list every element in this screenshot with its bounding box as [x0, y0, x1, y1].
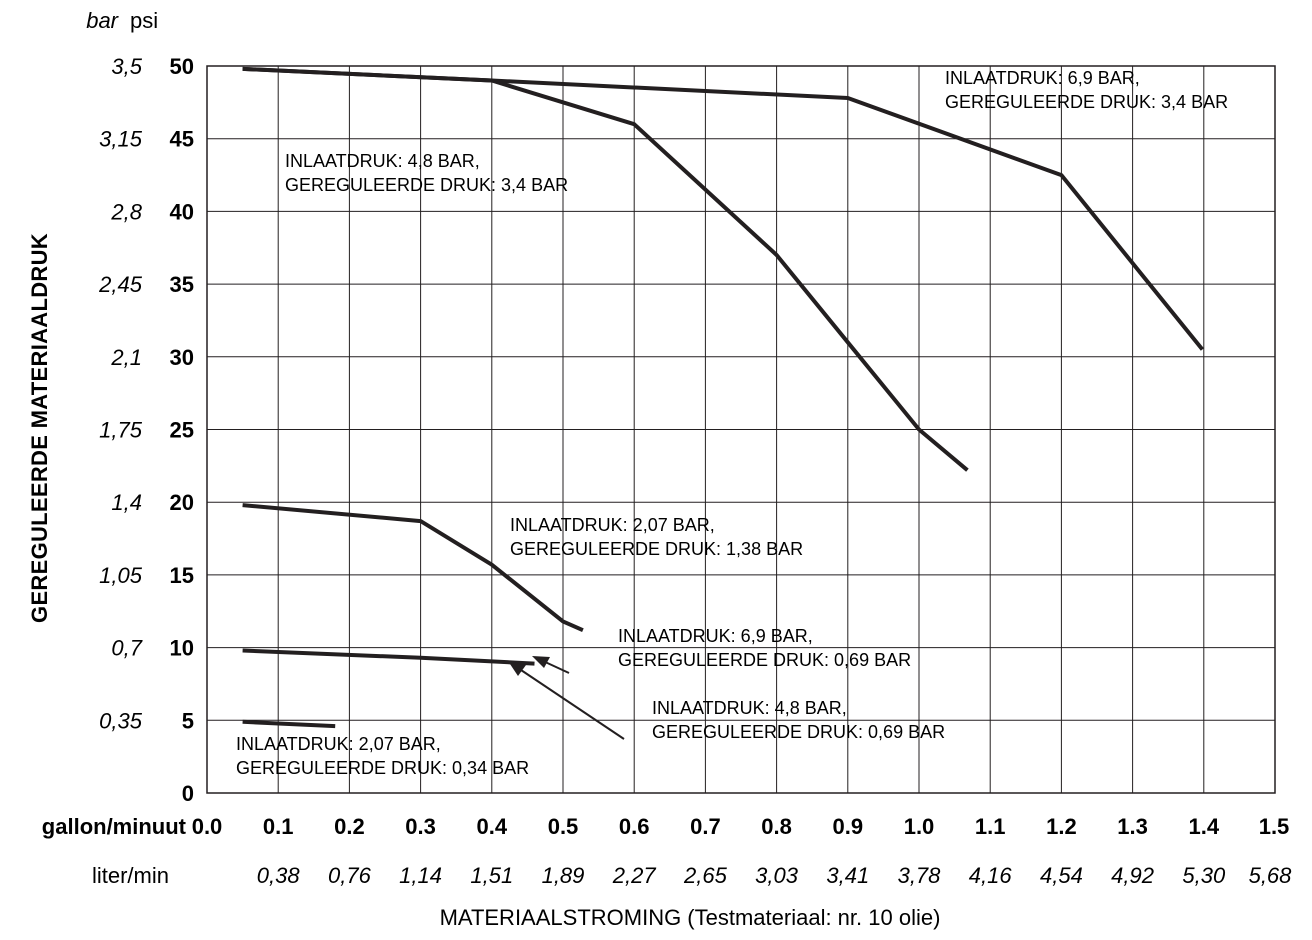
series-line-4	[242, 648, 535, 666]
annotation-line: GEREGULEERDE DRUK: 1,38 BAR	[510, 539, 803, 559]
annotation-line: GEREGULEERDE DRUK: 0,69 BAR	[652, 722, 945, 742]
x-tick-liter: 0,38	[257, 863, 301, 888]
y-tick-bar: 1,75	[99, 418, 143, 443]
y-tick-psi: 10	[170, 636, 194, 661]
y-tick-psi: 5	[182, 708, 194, 733]
x-tick-liter: 4,16	[969, 863, 1013, 888]
x-tick-liter: 0,76	[328, 863, 372, 888]
y-tick-psi: 45	[170, 127, 194, 152]
y-tick-psi: 20	[170, 490, 194, 515]
x-tick-liter: 1,89	[542, 863, 585, 888]
annotation-4-8-bar-0-69: INLAATDRUK: 4,8 BAR, GEREGULEERDE DRUK: …	[652, 698, 945, 742]
x-tick-liter: 1,14	[399, 863, 442, 888]
x-tick-liter: 4,92	[1111, 863, 1154, 888]
arrow-line	[517, 667, 625, 740]
y-tick-psi: 25	[170, 418, 194, 443]
y-tick-psi: 30	[170, 345, 194, 370]
y-tick-bar: 1,4	[111, 490, 142, 515]
x-tick-gallon: 0.0	[192, 814, 223, 839]
data-series	[242, 66, 1204, 729]
x-tick-gallon: 1.2	[1046, 814, 1077, 839]
annotation-line: INLAATDRUK: 6,9 BAR,	[945, 68, 1140, 88]
y-tick-bar: 3,15	[99, 127, 143, 152]
x-tick-gallon: 0.7	[690, 814, 721, 839]
annotation-line: GEREGULEERDE DRUK: 0,34 BAR	[236, 758, 529, 778]
y-tick-bar: 1,05	[99, 563, 143, 588]
x-tick-liter: 5,68	[1249, 863, 1293, 888]
x-tick-liter: 2,65	[683, 863, 728, 888]
annotation-6-9-bar-3-4: INLAATDRUK: 6,9 BAR, GEREGULEERDE DRUK: …	[945, 68, 1228, 112]
x-tick-liter: 3,41	[826, 863, 869, 888]
annotation-4-8-bar-3-4: INLAATDRUK: 4,8 BAR, GEREGULEERDE DRUK: …	[285, 151, 568, 195]
y-tick-bar: 0,7	[111, 636, 142, 661]
x-tick-gallon: 0.2	[334, 814, 365, 839]
series-line-2	[242, 66, 1204, 351]
annotation-6-9-bar-0-69: INLAATDRUK: 6,9 BAR, GEREGULEERDE DRUK: …	[618, 626, 911, 670]
x-tick-liter: 5,30	[1182, 863, 1226, 888]
annotation-2-07-bar-1-38: INLAATDRUK: 2,07 BAR, GEREGULEERDE DRUK:…	[510, 515, 803, 559]
arrow-head	[532, 656, 550, 668]
annotation-line: GEREGULEERDE DRUK: 3,4 BAR	[945, 92, 1228, 112]
y-tick-psi: 35	[170, 272, 194, 297]
y-tick-psi: 15	[170, 563, 194, 588]
y-tick-bar: 0,35	[99, 708, 143, 733]
x-axis-title: MATERIAALSTROMING (Testmateriaal: nr. 10…	[440, 905, 941, 930]
x-tick-gallon: 0.5	[548, 814, 579, 839]
x-tick-gallon: 1.5	[1259, 814, 1290, 839]
annotation-line: GEREGULEERDE DRUK: 3,4 BAR	[285, 175, 568, 195]
y-tick-bar: 2,8	[110, 199, 142, 224]
annotation-line: INLAATDRUK: 6,9 BAR,	[618, 626, 813, 646]
series-line-3	[242, 503, 584, 633]
x-tick-gallon: 1.3	[1117, 814, 1148, 839]
annotation-2-07-bar-0-34: INLAATDRUK: 2,07 BAR, GEREGULEERDE DRUK:…	[236, 734, 529, 778]
y-tick-bar: 2,1	[110, 345, 142, 370]
annotation-line: INLAATDRUK: 4,8 BAR,	[285, 151, 480, 171]
annotation-line: INLAATDRUK: 2,07 BAR,	[236, 734, 441, 754]
x-unit-liter-label: liter/min	[92, 863, 169, 888]
x-unit-gallon-label: gallon/minuut	[42, 814, 187, 839]
annotation-line: INLAATDRUK: 4,8 BAR,	[652, 698, 847, 718]
x-tick-liter: 4,54	[1040, 863, 1083, 888]
x-tick-gallon: 1.0	[904, 814, 935, 839]
annotation-line: INLAATDRUK: 2,07 BAR,	[510, 515, 715, 535]
x-tick-liter: 3,78	[898, 863, 942, 888]
y-tick-bar: 2,45	[98, 272, 143, 297]
y-tick-bar: 3,5	[111, 54, 142, 79]
arrow-line	[542, 660, 570, 674]
y-tick-psi: 0	[182, 781, 194, 806]
annotation-arrows	[508, 656, 625, 740]
x-tick-gallon: 0.1	[263, 814, 294, 839]
y-unit-psi-label: psi	[130, 8, 158, 33]
plot-frame	[206, 65, 1276, 794]
y-axis-title: GEREGULEERDE MATERIAALDRUK	[27, 233, 52, 623]
x-tick-gallon: 0.6	[619, 814, 650, 839]
series-line-1	[242, 66, 969, 472]
y-tick-psi: 40	[170, 199, 194, 224]
arrow-head	[508, 661, 526, 676]
grid	[206, 65, 1276, 794]
x-tick-gallon: 0.9	[833, 814, 864, 839]
x-tick-gallon: 1.1	[975, 814, 1006, 839]
y-tick-psi: 50	[170, 54, 194, 79]
x-tick-gallon: 0.3	[405, 814, 436, 839]
x-tick-liter: 1,51	[470, 863, 513, 888]
y-unit-bar-label: bar	[86, 8, 119, 33]
x-tick-liter: 2,27	[612, 863, 657, 888]
x-tick-gallon: 0.4	[477, 814, 508, 839]
annotation-line: GEREGULEERDE DRUK: 0,69 BAR	[618, 650, 911, 670]
x-tick-liter: 3,03	[755, 863, 799, 888]
x-tick-gallon: 1.4	[1189, 814, 1220, 839]
axis-ticks: 0 5 10 15 20 25 30 35 40 45 50 0,35 0,7 1,05 1,4 1,75 2,…	[98, 54, 1292, 888]
x-tick-gallon: 0.8	[761, 814, 792, 839]
series-line-5	[242, 719, 336, 729]
